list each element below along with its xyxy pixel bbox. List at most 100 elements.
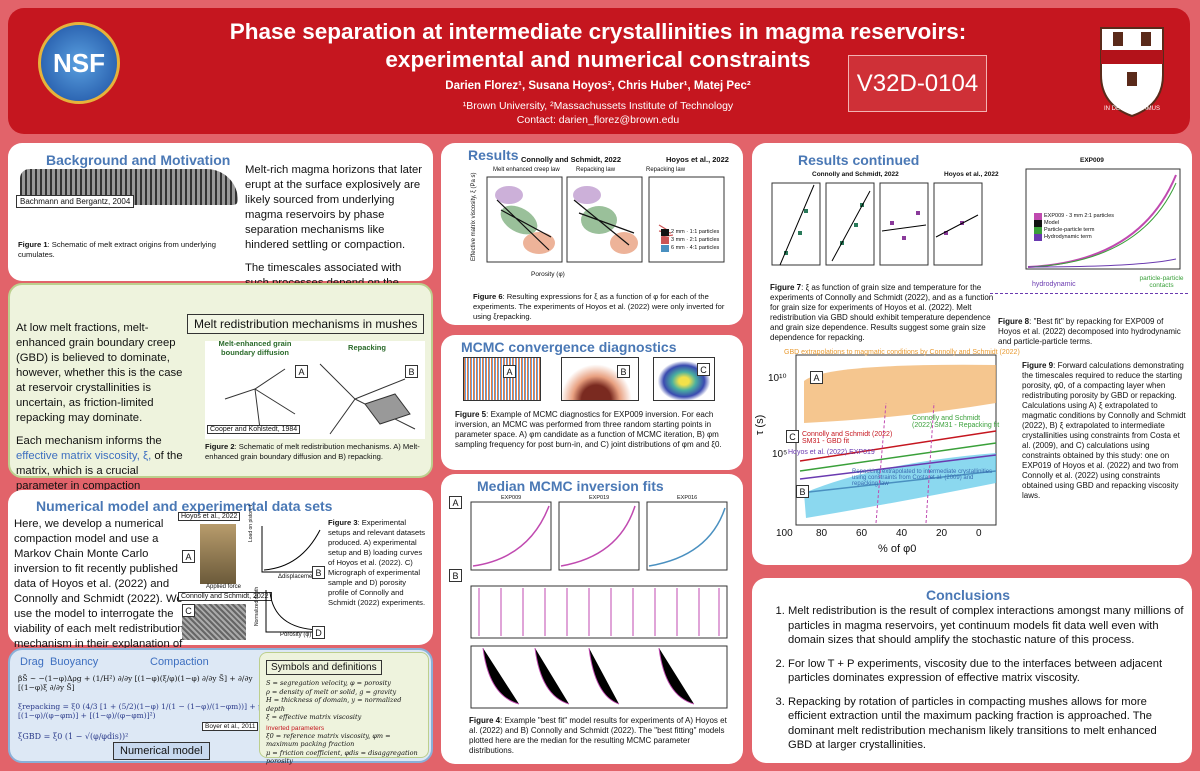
results-panel: Results Connolly and Schmidt, 2022 Hoyos… <box>441 143 743 325</box>
caption-label: Figure 9 <box>1022 361 1054 370</box>
experiment-title: EXP016 <box>677 495 698 501</box>
x-ticks: 100 80 60 40 20 0 <box>776 528 996 540</box>
equation: βS̃ ~ −(1−φ)Δρg + (1/H²) ∂/∂y [(1−φ)(ξ/φ… <box>18 674 253 692</box>
caption-text: : Schematic of melt extract origins from… <box>18 240 216 259</box>
title: Phase separation at intermediate crystal… <box>158 18 1038 74</box>
trace-plot <box>463 357 541 401</box>
x-tick: 40 <box>896 528 908 539</box>
y-label: Effective matrix viscosity, ξ (Pa s) <box>471 172 477 261</box>
line-label: Repacking extrapolated to intermediate c… <box>852 469 993 487</box>
caption-text: : Forward calculations demonstrating the… <box>1022 361 1186 500</box>
panel-label: B <box>405 365 418 378</box>
y-tick: 10¹⁰ <box>768 373 787 384</box>
fig8-equation <box>990 293 1188 307</box>
line-label: Connolly and Schmidt (2022) SM31 - GBD f… <box>802 431 893 445</box>
background-panel: Background and Motivation Bachmann and B… <box>8 143 433 319</box>
figure-8 <box>1025 168 1181 270</box>
conclusions-list: Melt redistribution is the result of com… <box>760 604 1184 762</box>
text: Each mechanism informs the <box>16 435 162 447</box>
x-tick: 60 <box>856 528 868 539</box>
heading: Median MCMC inversion fits <box>477 478 664 494</box>
caption-label: Figure 4 <box>469 716 501 725</box>
caption: Figure 7: ξ as function of grain size an… <box>770 283 998 343</box>
caption-label: Figure 7 <box>770 283 802 292</box>
legend-entry: Particle-particle term <box>1034 227 1114 234</box>
title-line: Phase separation at intermediate crystal… <box>229 19 967 44</box>
conclusion-item: Repacking by rotation of particles in co… <box>788 695 1184 753</box>
legend-entry: Model <box>1034 220 1114 227</box>
legend-entry: Hydrodynamic term <box>1034 234 1114 241</box>
caption-text: : Schematic of melt redistribution mecha… <box>205 442 420 461</box>
x-tick: 80 <box>816 528 828 539</box>
mcmc-panel: MCMC convergence diagnostics A B C Figur… <box>441 335 743 470</box>
citation: Boyer et al., 2011 <box>202 722 259 731</box>
panel-label: A <box>449 496 462 509</box>
symbols-title: Symbols and definitions <box>266 660 382 675</box>
experiment-title: EXP019 <box>589 495 610 501</box>
figure-credit: Bachmann and Bergantz, 2004 <box>16 195 135 208</box>
panel-label: A <box>295 365 308 378</box>
term-label: Compaction <box>150 656 209 668</box>
highlight: effective matrix viscosity, ξ, <box>16 450 152 462</box>
shield <box>1100 27 1164 118</box>
authors: Darien Florez¹, Susana Hoyos², Chris Hub… <box>445 80 751 92</box>
figure-4 <box>470 501 728 709</box>
legend-entry: 3 mm · 2:1 particles <box>661 237 719 244</box>
legend: 2 mm · 1:1 particles 3 mm · 2:1 particles… <box>661 229 719 253</box>
legend: EXP009 - 3 mm 2:1 particles Model Particle… <box>1034 213 1114 241</box>
line-label: Connolly and Schmidt (2022) SM31 - Repac… <box>912 415 1000 429</box>
fig7-title: Connolly and Schmidt, 2022 <box>812 171 899 178</box>
panel-label: B <box>449 569 462 582</box>
caption: Figure 6: Resulting expressions for ξ as… <box>473 292 733 322</box>
panel-label: D <box>312 626 325 639</box>
legend-entry: 6 mm · 4:1 particles <box>661 245 719 252</box>
caption-label: Figure 8 <box>998 317 1030 326</box>
equations-panel: Drag Buoyancy Compaction βS̃ ~ −(1−φ)Δρg… <box>8 648 433 766</box>
group-title: Connolly and Schmidt, 2022 <box>521 155 622 164</box>
paragraph: Each mechanism informs the effective mat… <box>16 434 188 509</box>
fig8-term: hydrodynamic <box>1032 281 1076 288</box>
panel-title: Melt-enhanced grain boundary diffusion <box>218 339 292 357</box>
caption: Figure 4: Example "best fit" model resul… <box>469 716 737 756</box>
caption-label: Figure 3 <box>328 518 358 527</box>
legend-entry: EXP009 - 3 mm 2:1 particles <box>1034 213 1114 220</box>
panel-label: C <box>697 363 710 376</box>
paragraph: Melt-rich magma horizons that later erup… <box>245 164 423 251</box>
heading: Results continued <box>798 152 920 168</box>
caption: Figure 5: Example of MCMC diagnostics fo… <box>455 410 735 450</box>
figure-9 <box>795 354 997 526</box>
caption: Figure 9: Forward calculations demonstra… <box>1022 361 1188 501</box>
apparatus <box>200 524 236 584</box>
group-title: Hoyos et al., 2022 <box>666 155 729 164</box>
fig8-title: EXP009 <box>1080 157 1104 164</box>
equation: ξGBD = ξ0 (1 − √(φ/φdis))² <box>18 732 129 741</box>
legend-entry: 2 mm · 1:1 particles <box>661 229 719 236</box>
y-label: τ (s) <box>754 414 766 435</box>
numerical-panel: Numerical model and experimental data se… <box>8 490 433 665</box>
heading: Results <box>468 147 519 163</box>
paragraph: Here, we develop a numerical compaction … <box>14 518 184 665</box>
contact: Contact: darien_florez@brown.edu <box>516 114 680 126</box>
panel-label: Numerical model <box>113 742 210 760</box>
term-label: Buoyancy <box>50 656 99 668</box>
caption-text: : Example "best fit" model results for e… <box>469 716 727 755</box>
x-label: % of φ0 <box>878 543 917 555</box>
histogram <box>561 357 639 401</box>
motto: IN DEO SPERAMUS <box>1103 106 1160 112</box>
redistribution-panel: At low melt fractions, melt-enhanced gra… <box>8 283 433 507</box>
caption-label: Figure 5 <box>455 410 487 419</box>
box-title: Melt redistribution mechanisms in mushes <box>187 314 425 334</box>
heading: Numerical model and experimental data se… <box>36 498 333 514</box>
fig7-title: Hoyos et al., 2022 <box>944 171 999 178</box>
porosity-label: Porosity (φ) <box>280 632 312 638</box>
displacement-label: Δdisplacement <box>278 574 318 580</box>
loading-curve <box>261 526 322 573</box>
credit: Hoyos et al., 2022 <box>178 512 241 521</box>
caption-text: : "Best fit" by repacking for EXP009 of … <box>998 317 1181 346</box>
inverted-line: μ = friction coefficient, φdis = disaggr… <box>266 748 418 766</box>
x-tick: 0 <box>976 528 982 539</box>
title-line: experimental and numerical constraints <box>385 47 811 72</box>
caption: Figure 3: Experimental setups and releva… <box>328 518 428 608</box>
caption-text: : ξ as function of grain size and temper… <box>770 283 994 342</box>
